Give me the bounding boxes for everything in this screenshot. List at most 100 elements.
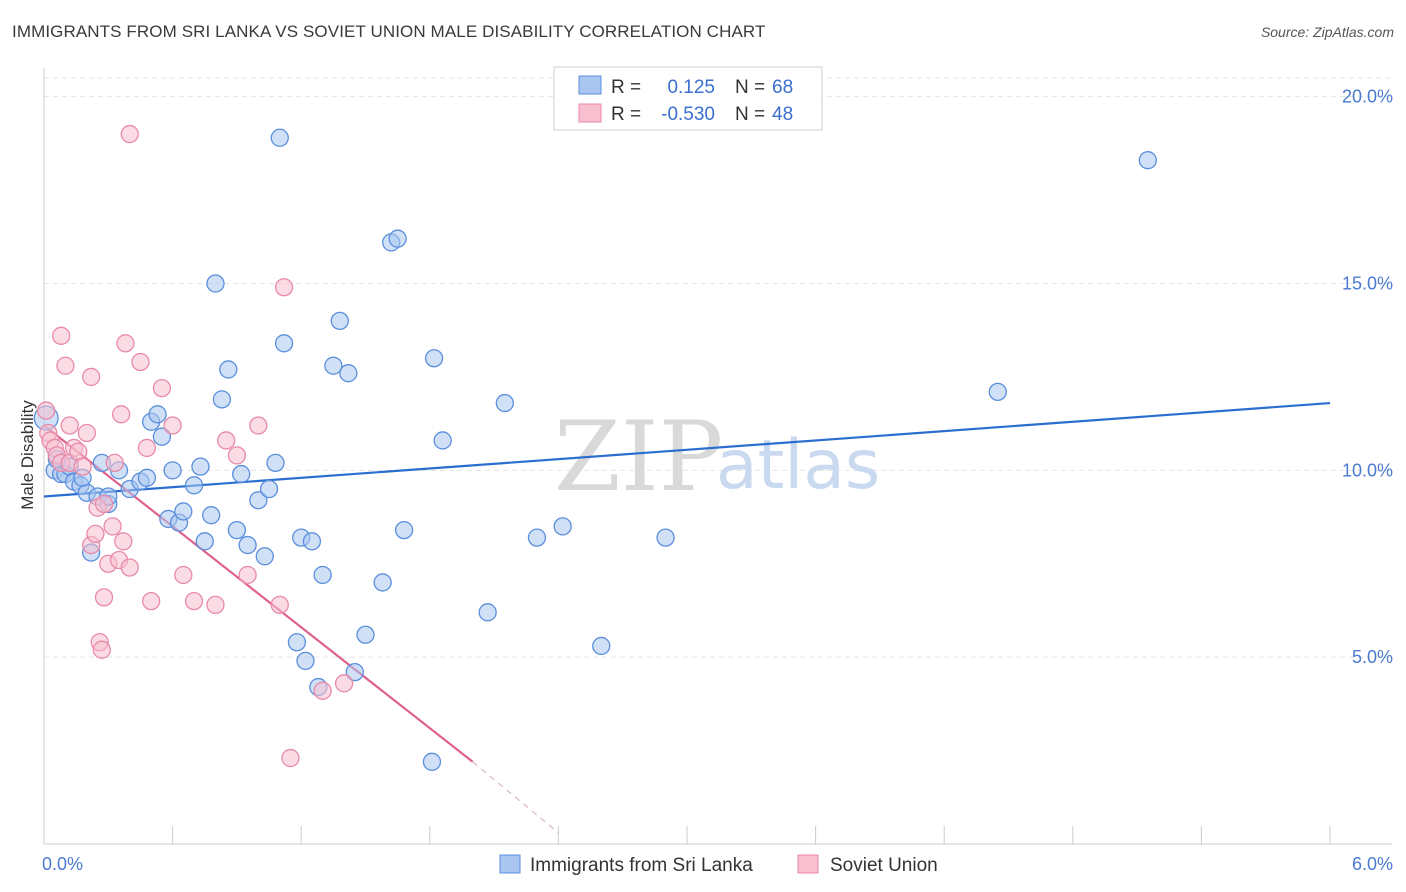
pink-point bbox=[313, 681, 332, 700]
blue-point bbox=[232, 464, 251, 484]
pink-point bbox=[94, 588, 114, 607]
blue-point bbox=[195, 532, 214, 551]
axes-layer bbox=[43, 68, 1392, 845]
blue-point bbox=[394, 520, 414, 540]
pink-point bbox=[36, 401, 56, 420]
pink-point bbox=[281, 748, 300, 768]
blue-point bbox=[356, 625, 375, 644]
pink-point bbox=[137, 438, 157, 458]
y-axis-label: Male Disability bbox=[18, 400, 37, 510]
blue-point bbox=[152, 427, 172, 446]
blue-point bbox=[270, 128, 289, 147]
blue-point bbox=[255, 547, 274, 566]
blue-trend-line bbox=[43, 401, 1331, 498]
legend-n-label-blue: N = bbox=[735, 77, 765, 98]
pink-point bbox=[82, 367, 101, 387]
pink-point bbox=[227, 446, 247, 465]
blue-point bbox=[592, 636, 611, 656]
ticks-layer: 5.0% 10.0% 15.0% 20.0% bbox=[1342, 87, 1393, 667]
pink-point bbox=[274, 278, 294, 297]
y-tick-label: 10.0% bbox=[1342, 460, 1393, 480]
pink-trend-line bbox=[43, 424, 474, 763]
bottom-legend-label-pink: Soviet Union bbox=[830, 855, 938, 876]
pink-point bbox=[86, 524, 105, 544]
top-legend: R = 0.125 N = 68 R = -0.530 N = 48 bbox=[553, 66, 823, 131]
x-tick-label-left: 0.0% bbox=[42, 854, 83, 874]
blue-point bbox=[238, 535, 257, 555]
blue-point bbox=[174, 502, 193, 521]
watermark: ZIP atlas bbox=[554, 401, 880, 513]
legend-swatch-pink bbox=[578, 103, 602, 123]
blue-point bbox=[249, 491, 268, 510]
y-tick-label: 20.0% bbox=[1342, 87, 1393, 107]
blue-point bbox=[202, 506, 221, 525]
blue-point bbox=[302, 532, 322, 551]
pink-point bbox=[92, 640, 112, 659]
blue-point bbox=[184, 476, 204, 495]
legend-r-value-pink: -0.530 bbox=[661, 104, 715, 125]
blue-point bbox=[433, 431, 452, 450]
blue-point bbox=[148, 405, 167, 424]
bottom-legend-swatch-blue bbox=[499, 854, 521, 874]
pink-point bbox=[174, 565, 193, 585]
pink-point bbox=[60, 416, 79, 435]
trend-layer bbox=[43, 401, 1331, 834]
pink-point bbox=[51, 326, 71, 345]
pink-point bbox=[120, 124, 139, 144]
pink-point bbox=[184, 591, 204, 611]
chart-title: IMMIGRANTS FROM SRI LANKA VS SOVIET UNIO… bbox=[12, 22, 766, 41]
pink-point bbox=[105, 453, 124, 473]
blue-point bbox=[527, 528, 547, 547]
blue-point bbox=[988, 382, 1007, 402]
blue-point bbox=[163, 461, 182, 480]
blue-point bbox=[345, 662, 364, 682]
blue-point bbox=[206, 274, 225, 293]
pink-point bbox=[238, 565, 257, 585]
y-tick-label: 5.0% bbox=[1352, 647, 1393, 667]
blue-point bbox=[373, 573, 392, 592]
pink-point bbox=[94, 494, 114, 514]
blue-point bbox=[656, 528, 675, 547]
blue-point bbox=[422, 752, 442, 771]
pink-point bbox=[217, 431, 236, 450]
blue-point bbox=[339, 364, 358, 383]
legend-r-label-blue: R = bbox=[611, 77, 641, 98]
blue-point bbox=[324, 356, 343, 375]
pink-point bbox=[73, 457, 92, 476]
blue-point bbox=[296, 651, 315, 671]
watermark-atlas: atlas bbox=[716, 426, 880, 505]
x-tick-label-right: 6.0% bbox=[1352, 854, 1393, 874]
pink-point bbox=[152, 378, 172, 398]
blue-point bbox=[227, 520, 247, 540]
bottom-legend: Immigrants from Sri Lanka Soviet Union bbox=[499, 854, 938, 876]
pink-point bbox=[77, 423, 97, 443]
pink-point bbox=[120, 558, 139, 577]
pink-point bbox=[142, 591, 161, 611]
chart-source: Source: ZipAtlas.com bbox=[1260, 24, 1394, 40]
blue-point bbox=[274, 334, 294, 353]
y-tick-label: 15.0% bbox=[1342, 274, 1393, 294]
pink-point bbox=[112, 405, 131, 424]
legend-n-value-pink: 48 bbox=[772, 104, 793, 125]
legend-n-label-pink: N = bbox=[735, 104, 765, 125]
pink-point bbox=[163, 416, 182, 435]
blue-point bbox=[219, 360, 238, 379]
bottom-legend-label-blue: Immigrants from Sri Lanka bbox=[530, 855, 753, 876]
pink-point bbox=[114, 532, 133, 551]
pink-trend-extension bbox=[472, 761, 559, 834]
pink-point bbox=[206, 595, 225, 615]
bottom-legend-swatch-pink bbox=[797, 854, 819, 874]
blue-point bbox=[388, 229, 407, 248]
blue-point bbox=[137, 468, 157, 487]
pink-point bbox=[56, 356, 75, 375]
blue-point bbox=[424, 349, 444, 368]
blue-point bbox=[330, 311, 349, 331]
blue-point bbox=[266, 453, 285, 473]
blue-point bbox=[553, 517, 572, 536]
points-layer bbox=[33, 124, 1157, 771]
blue-point bbox=[191, 457, 210, 476]
pink-point bbox=[334, 674, 354, 693]
legend-r-label-pink: R = bbox=[611, 104, 641, 125]
blue-point bbox=[313, 565, 332, 585]
